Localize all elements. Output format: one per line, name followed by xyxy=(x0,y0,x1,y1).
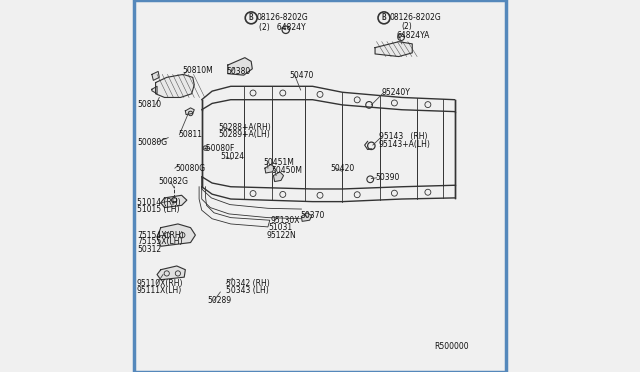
Text: B: B xyxy=(381,13,387,22)
Polygon shape xyxy=(157,266,186,280)
Polygon shape xyxy=(157,224,195,246)
Text: 95143   (RH): 95143 (RH) xyxy=(379,132,428,141)
Text: 50082G: 50082G xyxy=(158,177,188,186)
Text: -50080F: -50080F xyxy=(204,144,236,153)
Text: 50312: 50312 xyxy=(137,245,161,254)
Text: 50380: 50380 xyxy=(227,67,250,76)
Polygon shape xyxy=(273,172,284,182)
Polygon shape xyxy=(228,58,252,75)
Text: 50810: 50810 xyxy=(138,100,162,109)
Text: 50370: 50370 xyxy=(301,211,325,219)
Text: 50080G: 50080G xyxy=(175,164,205,173)
Text: B: B xyxy=(249,13,253,22)
Text: 50343 (LH): 50343 (LH) xyxy=(227,286,269,295)
Text: 95130X: 95130X xyxy=(271,216,300,225)
Polygon shape xyxy=(161,195,187,208)
Text: 75154X(RH): 75154X(RH) xyxy=(137,231,184,240)
Polygon shape xyxy=(375,42,412,57)
Text: 95111X(LH): 95111X(LH) xyxy=(137,286,182,295)
Text: 50080G: 50080G xyxy=(138,138,168,147)
Polygon shape xyxy=(186,108,195,115)
Text: 95122N: 95122N xyxy=(266,231,296,240)
Text: 50288+A(RH): 50288+A(RH) xyxy=(219,123,271,132)
Text: 08126-8202G: 08126-8202G xyxy=(256,13,308,22)
Text: 50450M: 50450M xyxy=(271,166,302,175)
Text: 51014 (RH): 51014 (RH) xyxy=(137,198,180,207)
Text: 51031: 51031 xyxy=(269,223,292,232)
Text: (2): (2) xyxy=(401,22,412,31)
Text: R500000: R500000 xyxy=(435,342,469,351)
Text: 50811: 50811 xyxy=(179,130,203,139)
Text: 95240Y: 95240Y xyxy=(381,88,410,97)
Text: 51024: 51024 xyxy=(220,153,244,161)
Polygon shape xyxy=(152,86,157,94)
Text: 50810M: 50810M xyxy=(182,66,213,75)
Text: 50451M: 50451M xyxy=(264,158,294,167)
Polygon shape xyxy=(265,164,275,173)
Polygon shape xyxy=(156,74,195,97)
Text: 95110X(RH): 95110X(RH) xyxy=(137,279,184,288)
Text: 95143+A(LH): 95143+A(LH) xyxy=(379,140,431,149)
Polygon shape xyxy=(152,71,159,80)
Text: 50289+A(LH): 50289+A(LH) xyxy=(219,130,271,139)
Text: 50420: 50420 xyxy=(330,164,355,173)
Text: 64824YA: 64824YA xyxy=(396,31,429,40)
Text: 50342 (RH): 50342 (RH) xyxy=(227,279,270,288)
Circle shape xyxy=(203,146,207,150)
Text: 51015 (LH): 51015 (LH) xyxy=(137,205,179,214)
Text: (2)   64824Y: (2) 64824Y xyxy=(259,23,305,32)
Polygon shape xyxy=(301,213,312,221)
Text: 50390: 50390 xyxy=(375,173,399,182)
Text: 50289: 50289 xyxy=(207,296,232,305)
Text: 50470: 50470 xyxy=(289,71,314,80)
Text: 08126-8202G: 08126-8202G xyxy=(390,13,442,22)
Text: 75155X(LH): 75155X(LH) xyxy=(137,237,182,246)
